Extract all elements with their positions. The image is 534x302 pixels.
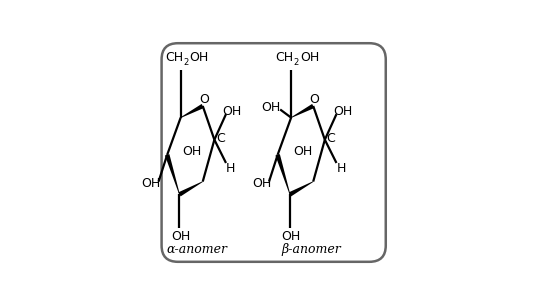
Text: α-anomer: α-anomer	[167, 243, 227, 255]
Text: C: C	[216, 132, 225, 145]
FancyBboxPatch shape	[162, 43, 386, 262]
Polygon shape	[180, 104, 204, 118]
Polygon shape	[291, 104, 315, 118]
Text: C: C	[327, 132, 335, 145]
Text: OH: OH	[300, 51, 319, 64]
Text: 2: 2	[183, 58, 189, 67]
Polygon shape	[165, 154, 180, 194]
Text: H: H	[226, 162, 235, 175]
Text: OH: OH	[190, 51, 209, 64]
Text: OH: OH	[223, 105, 242, 118]
Text: CH: CH	[276, 51, 294, 64]
Polygon shape	[289, 181, 313, 196]
Text: β-anomer: β-anomer	[282, 243, 342, 255]
Text: CH: CH	[165, 51, 183, 64]
Text: OH: OH	[183, 145, 202, 158]
Text: O: O	[199, 93, 209, 106]
Text: OH: OH	[142, 177, 161, 190]
Text: OH: OH	[171, 230, 190, 243]
Text: OH: OH	[281, 230, 301, 243]
Text: OH: OH	[252, 177, 271, 190]
Text: OH: OH	[261, 101, 280, 114]
Text: 2: 2	[294, 58, 299, 67]
Text: H: H	[336, 162, 346, 175]
Text: O: O	[310, 93, 319, 106]
Text: OH: OH	[293, 145, 312, 158]
Polygon shape	[178, 181, 203, 196]
Polygon shape	[276, 154, 290, 194]
Text: OH: OH	[333, 105, 352, 118]
